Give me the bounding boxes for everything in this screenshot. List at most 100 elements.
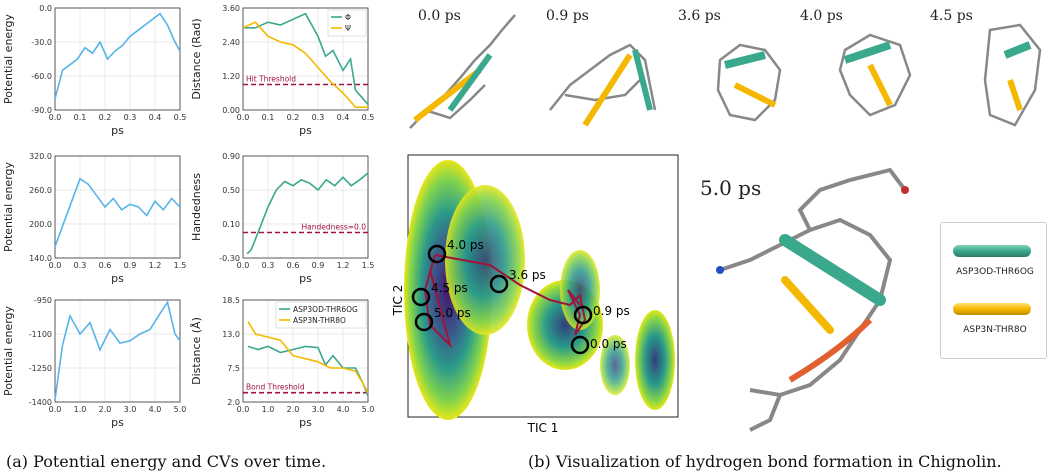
- series-line: [243, 12, 369, 105]
- y-tick-label: -950: [34, 296, 52, 305]
- map-label-4.5: 4.5 ps: [431, 281, 468, 295]
- x-tick-label: 1.0: [262, 405, 275, 414]
- map-marker-0.9: [573, 305, 593, 325]
- y-tick-label: 1.20: [222, 72, 240, 81]
- legend-swatch-yellow: [953, 303, 1031, 315]
- caption-b: (b) Visualization of hydrogen bond forma…: [528, 452, 1002, 471]
- threshold-label: Hit Threshold: [246, 75, 296, 84]
- x-tick-label: 0.0: [237, 405, 250, 414]
- x-tick-label: 1.5: [362, 261, 375, 270]
- map-label-3.6: 3.6 ps: [509, 268, 546, 282]
- x-tick-label: 3.0: [124, 405, 137, 414]
- x-tick-label: 4.0: [337, 405, 350, 414]
- map-marker-0.0: [570, 335, 590, 355]
- map-xlabel: TIC 1: [527, 421, 559, 435]
- y-tick-label: 18.5: [222, 296, 240, 305]
- final-time-label: 5.0 ps: [700, 176, 762, 200]
- y-tick-label: -1400: [29, 398, 52, 407]
- chart-pe1: 0.0 0.1 0.2 0.3 0.4 0.5 -90.0 -60.0 -30.0 0.0 ps Po…: [2, 4, 187, 137]
- x-tick-label: 2.0: [99, 405, 112, 414]
- chart-cv3: 0.0 1.0 2.0 3.0 4.0 5.0 2.0 7.5 13.0 18.5 ps Distan…: [190, 296, 375, 429]
- y-tick-label: -1100: [29, 330, 52, 339]
- map-marker-4.0: [427, 244, 447, 264]
- x-tick-label: 0.3: [74, 261, 87, 270]
- y-axis-label: Distance (Å): [190, 317, 203, 385]
- x-tick-label: 0.9: [124, 261, 137, 270]
- series-line: [242, 21, 368, 108]
- x-tick-label: 0.0: [49, 113, 62, 122]
- x-tick-label: 0.3: [312, 113, 325, 122]
- tic-map: 4.0 ps 3.6 ps 4.5 ps 5.0 ps 0.9 ps 0.0 p…: [391, 154, 679, 435]
- x-tick-label: 0.1: [74, 113, 87, 122]
- molecule-3: [838, 33, 912, 117]
- y-tick-label: -30.0: [31, 38, 52, 47]
- map-label-5.0: 5.0 ps: [434, 306, 471, 320]
- map-label-0.0: 0.0 ps: [590, 337, 627, 351]
- map-label-4.0: 4.0 ps: [447, 238, 484, 252]
- molecule-1: [549, 43, 657, 127]
- map-label-0.9: 0.9 ps: [593, 304, 630, 318]
- x-tick-label: 0.2: [287, 113, 300, 122]
- molecule-0: [409, 14, 516, 129]
- x-tick-label: 1.5: [174, 261, 187, 270]
- y-axis-label: Handedness: [190, 173, 203, 241]
- y-axis-label: Potential energy: [2, 162, 15, 253]
- legend-label: ASP3OD-THR6OG: [293, 305, 358, 314]
- y-tick-label: 2.0: [227, 398, 240, 407]
- x-tick-label: 0.3: [262, 261, 275, 270]
- legend-label: ASP3N-THR8O: [293, 316, 346, 325]
- y-tick-label: -0.30: [219, 254, 240, 263]
- x-tick-label: 0.0: [237, 261, 250, 270]
- map-marker-5.0: [414, 312, 434, 332]
- molecule-2: [716, 43, 782, 122]
- snapshot-label-3: 4.0 ps: [800, 8, 843, 24]
- legend-swatch-teal: [953, 245, 1031, 257]
- x-tick-label: 0.0: [49, 261, 62, 270]
- y-tick-label: 13.0: [222, 330, 240, 339]
- x-tick-label: 5.0: [362, 405, 375, 414]
- y-axis-label: Potential energy: [2, 306, 15, 397]
- chart-cv1: 0.0 0.1 0.2 0.3 0.4 0.5 0.00 1.20 2.40 3.60 ps Dist…: [190, 4, 375, 137]
- x-tick-label: 0.2: [99, 113, 112, 122]
- x-axis-label: ps: [111, 272, 124, 285]
- y-axis-label: Potential energy: [2, 14, 15, 105]
- x-axis-label: ps: [111, 416, 124, 429]
- x-axis-label: ps: [299, 272, 312, 285]
- y-tick-label: 0.90: [222, 152, 240, 161]
- map-ylabel: TIC 2: [391, 285, 405, 317]
- x-axis-label: ps: [111, 124, 124, 137]
- molecule-4: [983, 23, 1042, 127]
- chart-pe2: 0.0 0.3 0.6 0.9 1.2 1.5 140.0 200.0 260.0 320.0 ps…: [2, 152, 187, 285]
- threshold-label: Handedness=0.0: [301, 223, 366, 232]
- y-tick-label: 0.50: [222, 186, 240, 195]
- snapshot-label-4: 4.5 ps: [930, 8, 973, 24]
- series-line: [54, 300, 181, 400]
- threshold-label: Bond Threshold: [246, 383, 305, 392]
- legend-box: [327, 9, 367, 37]
- x-tick-label: 0.4: [149, 113, 162, 122]
- series-line: [247, 345, 369, 397]
- y-tick-label: -90.0: [31, 106, 52, 115]
- molecule-snapshots: [409, 14, 1042, 129]
- x-tick-label: 0.0: [237, 113, 250, 122]
- caption-a: (a) Potential energy and CVs over time.: [6, 452, 327, 471]
- y-tick-label: -1250: [29, 364, 52, 373]
- x-tick-label: 0.5: [174, 113, 187, 122]
- x-tick-label: 4.0: [149, 405, 162, 414]
- y-tick-label: 320.0: [29, 152, 52, 161]
- x-tick-label: 0.0: [49, 405, 62, 414]
- x-tick-label: 0.4: [337, 113, 350, 122]
- x-tick-label: 0.5: [362, 113, 375, 122]
- chart-cv2: 0.0 0.3 0.6 0.9 1.2 1.5 -0.30 0.10 0.50 0.90 ps Han…: [190, 152, 375, 285]
- y-tick-label: 7.5: [227, 364, 240, 373]
- x-tick-label: 3.0: [312, 405, 325, 414]
- snapshot-label-0: 0.0 ps: [418, 8, 461, 24]
- x-tick-label: 0.1: [262, 113, 275, 122]
- series-line: [246, 172, 369, 255]
- y-tick-label: 0.10: [222, 220, 240, 229]
- legend-label-1: ASP3N-THR8O: [963, 325, 1027, 335]
- y-tick-label: 140.0: [29, 254, 52, 263]
- snapshot-label-2: 3.6 ps: [678, 8, 721, 24]
- x-tick-label: 2.0: [287, 405, 300, 414]
- x-tick-label: 1.2: [337, 261, 350, 270]
